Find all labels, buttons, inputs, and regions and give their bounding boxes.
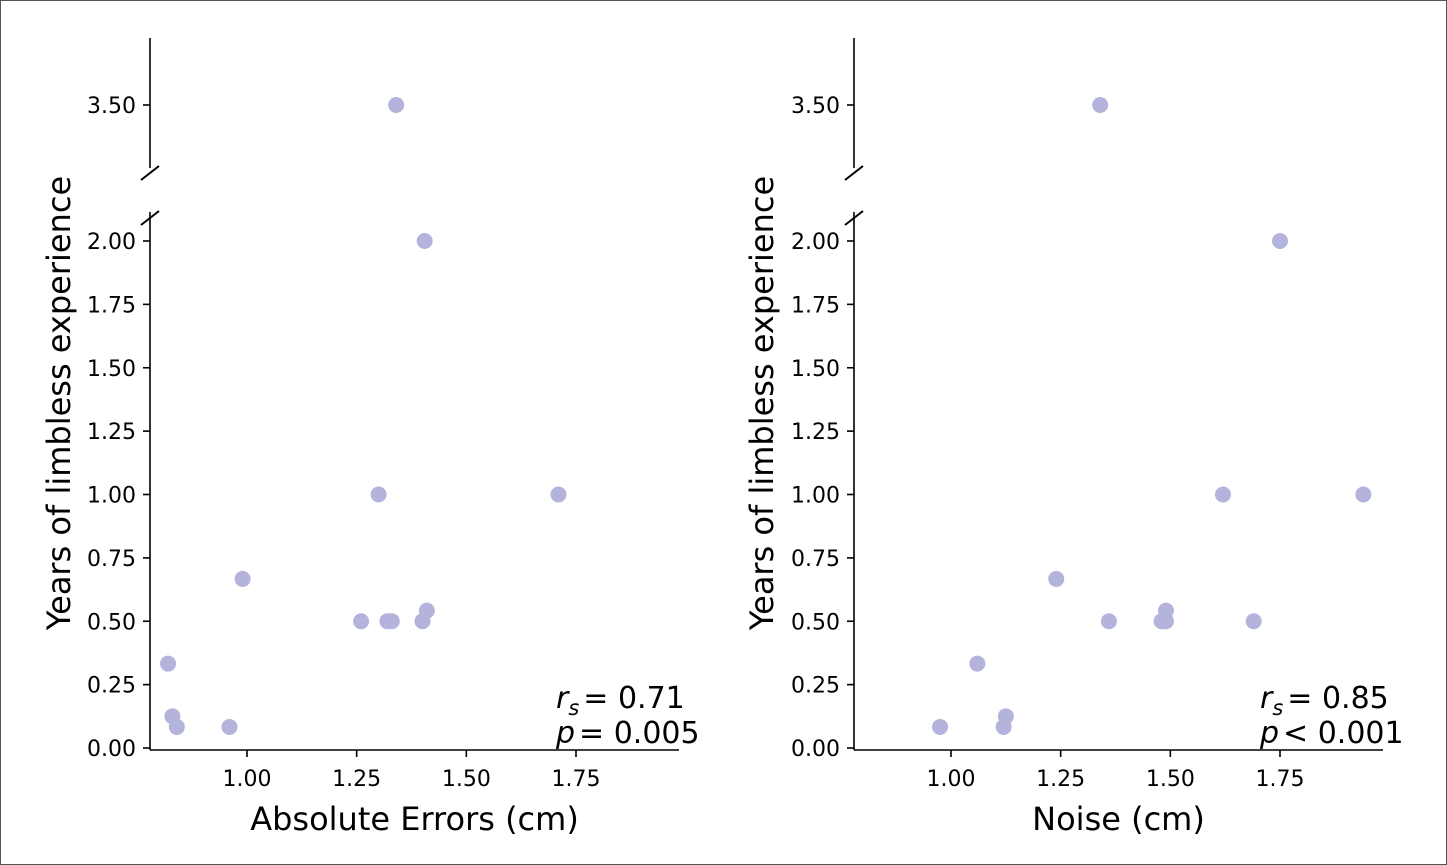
p-annotation: p = 0.005	[555, 716, 700, 751]
scatter-panel-2: 0.00 0.25 0.50 0.75 1.00 1.25 1.50 1.75 2.00 3.50…	[743, 38, 1404, 838]
y-axis-label: Years of limbless experience	[743, 176, 781, 631]
rs-annotation: rs = 0.71	[556, 681, 685, 720]
data-point	[416, 233, 433, 249]
y-tick-label: 1.25	[87, 420, 136, 445]
x-tick-label: 1.75	[1256, 767, 1305, 792]
rs-symbol: r	[556, 681, 570, 716]
axis-break-mark	[844, 210, 864, 226]
rs-subscript: s	[568, 696, 579, 720]
y-tick-label: 1.00	[791, 484, 840, 509]
x-tick-label: 1.75	[552, 767, 601, 792]
axis-break-mark	[140, 165, 160, 181]
data-point	[388, 97, 405, 113]
data-point	[1245, 613, 1262, 630]
y-tick-label: 1.75	[791, 293, 840, 318]
data-point	[221, 718, 238, 735]
data-point	[1157, 602, 1174, 619]
y-tick-label: 0.50	[87, 610, 136, 635]
data-point	[1100, 613, 1117, 630]
p-value: < 0.001	[1283, 716, 1404, 751]
x-tick-label: 1.25	[1036, 767, 1085, 792]
data-point	[932, 718, 949, 735]
data-point	[1214, 486, 1231, 503]
x-tick-label: 1.50	[1146, 767, 1195, 792]
data-point	[550, 486, 567, 503]
p-annotation: p < 0.001	[1259, 716, 1404, 751]
y-tick-label: 1.75	[87, 293, 136, 318]
y-tick-label: 1.50	[791, 357, 840, 382]
x-tick-label: 1.00	[927, 767, 976, 792]
y-tick-label: 3.50	[87, 94, 136, 119]
y-tick-label: 0.75	[791, 547, 840, 572]
x-tick-label: 1.50	[442, 767, 491, 792]
y-tick-label: 0.25	[791, 674, 840, 699]
scatter-panel-1: 0.00 0.25 0.50 0.75 1.00 1.25 1.50 1.75 2.00 3.50…	[40, 38, 700, 838]
x-tick-label: 1.00	[223, 767, 272, 792]
y-axis-label: Years of limbless experience	[40, 176, 78, 631]
y-tick-label: 0.00	[791, 737, 840, 762]
rs-subscript: s	[1272, 696, 1283, 720]
data-point	[418, 602, 435, 619]
y-tick-label: 1.50	[87, 357, 136, 382]
data-point	[1092, 97, 1109, 113]
data-point	[383, 613, 400, 630]
data-point	[969, 655, 986, 672]
data-point	[370, 486, 387, 503]
x-axis-label: Absolute Errors (cm)	[250, 800, 579, 838]
data-point	[1355, 486, 1372, 503]
x-axis-label: Noise (cm)	[1032, 800, 1205, 838]
p-symbol: p	[555, 716, 575, 751]
y-tick-label: 0.75	[87, 547, 136, 572]
y-tick-label: 2.00	[791, 230, 840, 255]
y-tick-label: 0.00	[87, 737, 136, 762]
y-tick-label: 3.50	[791, 94, 840, 119]
data-point	[1272, 233, 1288, 249]
data-point	[160, 655, 177, 672]
y-tick-label: 1.00	[87, 484, 136, 509]
x-tick-label: 1.25	[332, 767, 381, 792]
p-value: = 0.005	[579, 716, 700, 751]
data-point	[353, 613, 370, 630]
data-point	[168, 718, 185, 735]
rs-value: = 0.85	[1287, 681, 1388, 716]
rs-value: = 0.71	[583, 681, 684, 716]
y-tick-label: 0.50	[791, 610, 840, 635]
data-point	[1048, 570, 1065, 587]
data-point	[995, 718, 1012, 735]
rs-annotation: rs = 0.85	[1260, 681, 1389, 720]
axis-break-mark	[140, 210, 160, 226]
p-symbol: p	[1259, 716, 1279, 751]
rs-symbol: r	[1260, 681, 1274, 716]
y-tick-label: 2.00	[87, 230, 136, 255]
y-tick-label: 1.25	[791, 420, 840, 445]
y-tick-label: 0.25	[87, 674, 136, 699]
data-point	[234, 570, 251, 587]
axis-break-mark	[844, 165, 864, 181]
